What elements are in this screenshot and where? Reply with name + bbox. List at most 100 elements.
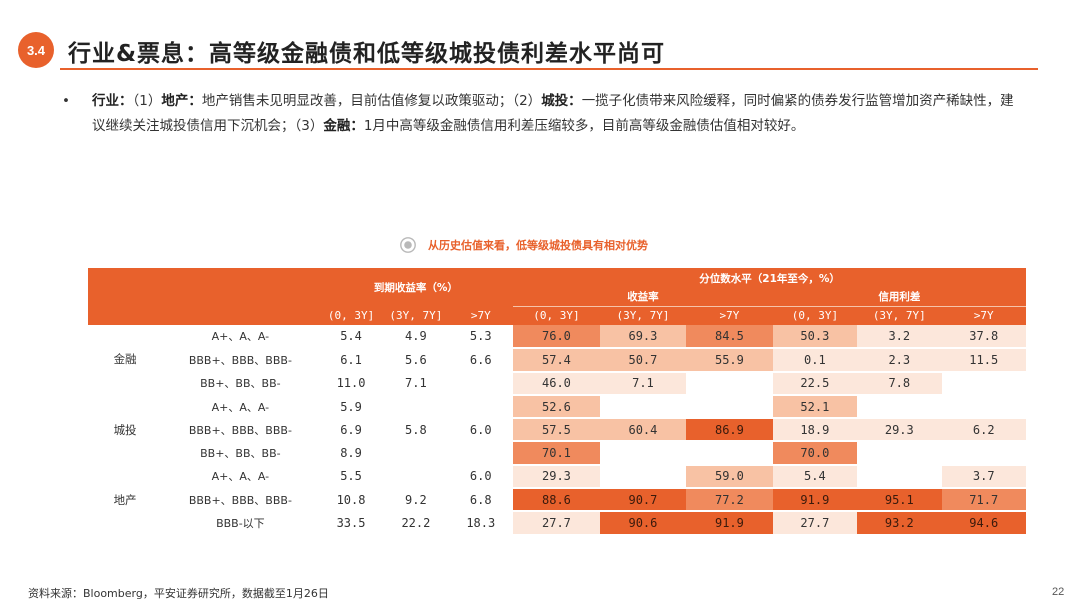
ytm-cell [448,371,514,396]
spread-percentile-cell: 95.1 [857,488,942,513]
ytm-cell: 18.3 [448,511,514,536]
figure-caption: 从历史估值来看，低等级城投债具有相对优势 [400,236,648,254]
spread-percentile-cell: 52.1 [772,394,858,420]
item1-label: 地产： [161,93,202,109]
item1-text: 地产销售未见明显改善，目前估值修复以政策驱动； [201,93,513,109]
item3-label: 金融： [323,118,364,134]
ytm-cell [383,394,449,420]
yield-percentile-cell [599,441,687,466]
bullet-marker: • [62,93,70,109]
ytm-cell: 6.8 [448,488,514,513]
spread-percentile-cell: 94.6 [941,511,1026,536]
spread-percentile-cell: 93.2 [857,511,942,536]
ytm-cell: 5.4 [318,325,384,350]
header-spread-subgroup: 信用利差 [772,288,1026,307]
spread-percentile-cell: 70.0 [772,441,858,466]
table-row: 金融 A+、A、A- 5.4 4.9 5.3 76.0 69.3 84.5 50.3 3.2 37.… [88,325,1026,396]
table-row: 地产 A+、A、A- 5.5 6.0 29.3 59.0 5.4 3.7 [88,464,1026,536]
header-tenor-row: (0, 3Y] (3Y, 7Y] >7Y (0, 3Y] (3Y, 7Y] >7Y (0, … [88,306,1026,325]
page-number: 22 [1052,586,1065,598]
bullet-text: 行业：（1）地产：地产销售未见明显改善，目前估值修复以政策驱动；（2）城投：一揽… [92,89,1022,139]
table-body: 金融 A+、A、A- 5.4 4.9 5.3 76.0 69.3 84.5 50.3 3.2 37.… [88,325,1026,536]
ytm-cell: 5.6 [383,348,449,373]
slide-title: 行业&票息：高等级金融债和低等级城投债利差水平尚可 [68,41,666,67]
target-icon [400,237,416,253]
yield-percentile-cell: 76.0 [513,325,600,350]
yield-percentile-cell: 60.4 [599,418,687,443]
spread-percentile-cell: 37.8 [941,325,1026,350]
rating-label: A+、A、A- [162,464,319,490]
ytm-cell: 22.2 [383,511,449,536]
rating-label: A+、A、A- [162,325,319,350]
spread-percentile-cell [857,464,942,490]
spread-percentile-cell: 2.3 [857,348,942,373]
rating-label: BBB+、BBB、BBB- [162,488,319,513]
label-industry: 行业： [92,93,133,109]
rating-label: BB+、BB、BB- [162,371,319,396]
item2-text: 一揽子化债带来风险缓释，同时偏紧的债券发行监管增加资产稀缺性，建议继续关注城投债… [92,93,1014,134]
source-note: 资料来源：Bloomberg，平安证券研究所，数据截至1月26日 [28,587,329,600]
valuation-table: 到期收益率（%） 分位数水平（21年至今，%） 收益率 信用利差 (0, 3Y]… [88,268,1026,536]
ytm-cell: 5.8 [383,418,449,443]
ytm-cell: 10.8 [318,488,384,513]
spread-percentile-cell [941,371,1026,396]
table-header: 到期收益率（%） 分位数水平（21年至今，%） 收益率 信用利差 (0, 3Y]… [88,268,1026,325]
section-badge: 3.4 [18,32,54,68]
spread-percentile-cell: 6.2 [941,418,1026,443]
spread-percentile-cell [941,394,1026,420]
tenor-yield-1: (0, 3Y] [513,306,600,325]
table-row: BBB+、BBB、BBB- 6.1 5.6 6.6 57.4 50.7 55.9 0.1 2.3… [88,348,1026,373]
yield-percentile-cell [686,371,773,396]
yield-percentile-cell: 77.2 [686,488,773,513]
ytm-cell: 5.9 [318,394,384,420]
table-row: 城投 A+、A、A- 5.9 52.6 52.1 [88,394,1026,466]
yield-percentile-cell: 27.7 [513,511,600,536]
spread-percentile-cell: 18.9 [772,418,858,443]
ytm-cell [448,441,514,466]
header-ytm-group: 到期收益率（%） [318,268,514,306]
item1-num: （1） [132,93,162,109]
yield-percentile-cell: 90.6 [599,511,687,536]
spread-percentile-cell: 0.1 [772,348,858,373]
ytm-cell: 6.9 [318,418,384,443]
spread-percentile-cell: 71.7 [941,488,1026,513]
spread-percentile-cell: 22.5 [772,371,858,396]
rating-label: BBB-以下 [162,511,319,536]
figure-caption-text: 从历史估值来看，低等级城投债具有相对优势 [428,239,648,252]
yield-percentile-cell: 57.4 [513,348,600,373]
ytm-cell: 11.0 [318,371,384,396]
spread-percentile-cell: 5.4 [772,464,858,490]
rating-label: BBB+、BBB、BBB- [162,418,319,443]
yield-percentile-cell: 86.9 [686,418,773,443]
yield-percentile-cell [686,441,773,466]
spread-percentile-cell: 11.5 [941,348,1026,373]
ytm-cell: 5.5 [318,464,384,490]
tenor-yield-3: >7Y [686,306,773,325]
table-row: BBB+、BBB、BBB- 6.9 5.8 6.0 57.5 60.4 86.9 18.9 29… [88,418,1026,443]
tenor-spread-3: >7Y [941,306,1026,325]
yield-percentile-cell: 59.0 [686,464,773,490]
tenor-yield-2: (3Y, 7Y] [599,306,687,325]
yield-percentile-cell: 69.3 [599,325,687,350]
item3-text: 1月中高等级金融债信用利差压缩较多，目前高等级金融债估值相对较好。 [363,118,805,134]
sector-label: 城投 [88,394,163,466]
rating-label: A+、A、A- [162,394,319,420]
yield-percentile-cell: 88.6 [513,488,600,513]
rating-label: BBB+、BBB、BBB- [162,348,319,373]
spread-percentile-cell: 7.8 [857,371,942,396]
yield-percentile-cell: 29.3 [513,464,600,490]
ytm-cell: 9.2 [383,488,449,513]
header-yield-subgroup: 收益率 [513,288,773,307]
ytm-cell: 8.9 [318,441,384,466]
yield-percentile-cell [599,464,687,490]
yield-percentile-cell: 55.9 [686,348,773,373]
ytm-cell: 6.6 [448,348,514,373]
ytm-cell: 6.0 [448,464,514,490]
slide-header: 3.4 行业&票息：高等级金融债和低等级城投债利差水平尚可 [18,30,1048,70]
yield-percentile-cell [686,394,773,420]
spread-percentile-cell: 91.9 [772,488,858,513]
ytm-cell [383,464,449,490]
item2-label: 城投： [541,93,582,109]
yield-percentile-cell: 46.0 [513,371,600,396]
ytm-cell [383,441,449,466]
